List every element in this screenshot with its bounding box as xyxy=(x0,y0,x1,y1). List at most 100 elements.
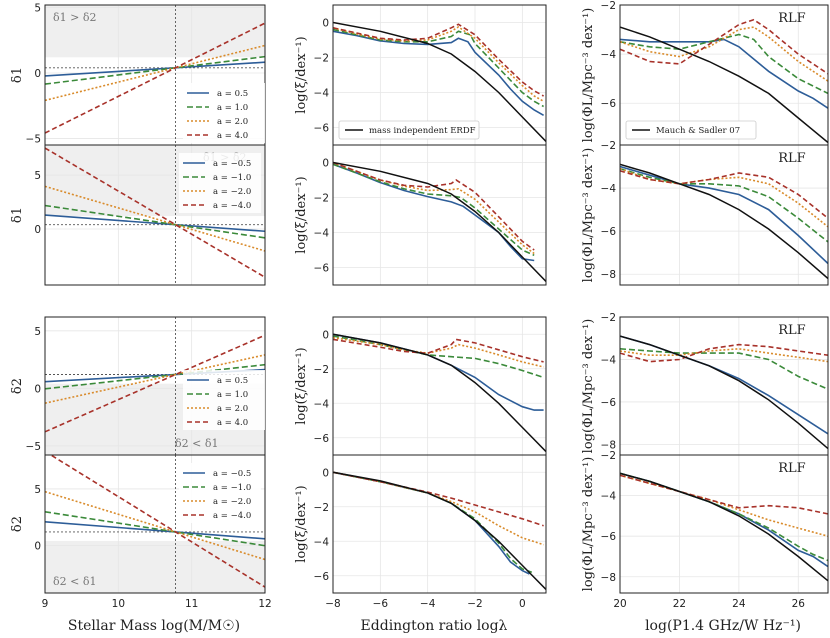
x-tick-label: −4 xyxy=(420,598,436,610)
y-axis-label: log(ΦL/Mpc⁻³ dex⁻¹) xyxy=(581,457,596,592)
y-tick-label: −6 xyxy=(314,571,330,583)
legend-label: a = 2.0 xyxy=(217,117,248,127)
plot-area xyxy=(620,163,828,280)
y-tick-label: −4 xyxy=(314,536,330,548)
y-tick-label: 0 xyxy=(322,329,329,341)
y-tick-label: 0 xyxy=(34,224,41,236)
plot-area xyxy=(333,471,546,591)
series-line-black xyxy=(620,335,828,450)
x-axis-label-stellar-mass: Stellar Mass log(M/M☉) xyxy=(68,618,240,634)
x-tick-label: 9 xyxy=(42,598,49,610)
y-tick-label: −2 xyxy=(601,312,616,324)
axes-frame xyxy=(619,144,829,286)
panel-c1: −6 −4 −2 log(ΦL/Mpc⁻³ dex⁻¹) RLF Mauch & Sadl… xyxy=(581,0,829,146)
y-tick-label: −4 xyxy=(314,228,330,240)
x-tick-label: 24 xyxy=(732,598,746,610)
y-tick-label: −2 xyxy=(314,364,329,376)
plot-area xyxy=(333,21,546,143)
panel-a1: −5 0 5 δ1 δ1 > δ2 a = 0.5 a = 1.0 a = 2.0 a = 4.… xyxy=(10,3,266,146)
legend-label: a = 0.5 xyxy=(217,89,248,99)
x-tick-label: 11 xyxy=(185,598,198,610)
plot-area xyxy=(333,333,546,453)
series-line-black xyxy=(333,471,546,591)
series-line-orange xyxy=(333,471,544,546)
y-tick-label: 5 xyxy=(34,484,41,496)
series-line-green xyxy=(620,472,828,562)
legend-label: a = −4.0 xyxy=(213,201,251,211)
series-line-green xyxy=(620,33,828,95)
y-tick-label: −6 xyxy=(601,98,617,110)
y-tick-label: −6 xyxy=(314,123,330,135)
legend-label: a = 1.0 xyxy=(217,103,248,113)
y-tick-label: 5 xyxy=(34,326,41,338)
series-line-red xyxy=(333,161,535,251)
y-tick-label: 0 xyxy=(34,68,41,80)
legend: a = −0.5 a = −1.0 a = −2.0 a = −4.0 xyxy=(179,153,261,213)
x-tick-label: −6 xyxy=(373,598,389,610)
panel-a3: −5 0 5 δ2 δ2 < δ1 a = 0.5 a = 1.0 a = 2.0 a = 4.… xyxy=(10,316,266,456)
y-axis-label: log(ξ/dex⁻¹) xyxy=(294,176,309,253)
series-line-red xyxy=(620,474,828,515)
series-line-red xyxy=(333,471,544,527)
panel-b2: −6 −4 −2 0 log(ξ/dex⁻¹) xyxy=(294,144,547,286)
panel-title: RLF xyxy=(778,151,805,166)
series-line-blue xyxy=(45,61,265,77)
y-axis-label: log(ΦL/Mpc⁻³ dex⁻¹) xyxy=(581,319,596,454)
y-tick-label: −6 xyxy=(601,531,617,543)
series-line-blue xyxy=(333,333,544,411)
y-tick-label: −2 xyxy=(314,193,329,205)
y-tick-label: −2 xyxy=(314,502,329,514)
series-line-black xyxy=(620,472,828,582)
panel-title: RLF xyxy=(778,11,805,26)
y-tick-label: 0 xyxy=(34,383,41,395)
y-tick-label: 0 xyxy=(322,18,329,30)
region-annotation: δ2 < δ1 xyxy=(175,437,218,450)
x-tick-label: 22 xyxy=(673,598,686,610)
panel-title: RLF xyxy=(778,461,805,476)
series-line-green xyxy=(333,471,533,574)
legend: mass independent ERDF xyxy=(338,120,480,140)
y-tick-label: −4 xyxy=(601,183,617,195)
y-tick-label: −2 xyxy=(601,140,616,152)
y-tick-label: −4 xyxy=(601,49,617,61)
y-tick-label: −8 xyxy=(601,269,616,281)
panel-b1: −6 −4 −2 0 log(ξ/dex⁻¹) mass independent ERDF xyxy=(294,4,547,146)
legend-label: mass independent ERDF xyxy=(369,126,476,136)
y-tick-label: −4 xyxy=(314,88,330,100)
legend-label: a = −0.5 xyxy=(213,159,251,169)
legend: a = 0.5 a = 1.0 a = 2.0 a = 4.0 xyxy=(183,370,265,430)
legend-label: Mauch & Sadler 07 xyxy=(656,126,740,136)
legend-box xyxy=(625,120,757,140)
plot-area xyxy=(45,455,265,593)
panel-c2: −8 −6 −4 −2 log(ΦL/Mpc⁻³ dex⁻¹) RLF xyxy=(581,140,829,286)
y-tick-label: −6 xyxy=(601,226,617,238)
y-axis-label: log(ξ/dex⁻¹) xyxy=(294,485,309,562)
series-line-blue xyxy=(333,471,530,575)
series-line-orange xyxy=(333,161,535,255)
legend-label: a = −2.0 xyxy=(213,187,251,197)
series-line-red xyxy=(45,22,265,134)
y-tick-label: −8 xyxy=(601,572,616,584)
series-line-orange xyxy=(45,354,265,404)
panel-a4: 0 5 9 10 11 12 δ2 δ2 < δ1 a = −0.5 a = −1.0 a = −2… xyxy=(10,454,272,610)
plot-area xyxy=(45,5,265,145)
axes-frame xyxy=(332,316,547,456)
series-line-blue xyxy=(333,163,535,262)
y-tick-label: −4 xyxy=(314,398,330,410)
series-line-red xyxy=(49,455,265,588)
series-line-red xyxy=(45,334,265,433)
axes-frame xyxy=(44,454,266,594)
series-line-black xyxy=(333,161,546,283)
series-line-green xyxy=(45,510,265,547)
series-line-red xyxy=(333,23,544,97)
x-axis-label-eddington: Eddington ratio logλ xyxy=(361,618,508,634)
y-tick-label: −5 xyxy=(26,441,41,453)
series-line-black xyxy=(333,21,546,143)
series-line-red xyxy=(620,18,828,75)
y-tick-label: −6 xyxy=(314,433,330,445)
series-line-orange xyxy=(620,26,828,82)
series-line-black xyxy=(620,26,828,144)
axes-frame xyxy=(332,144,547,286)
legend-label: a = −2.0 xyxy=(213,497,251,507)
